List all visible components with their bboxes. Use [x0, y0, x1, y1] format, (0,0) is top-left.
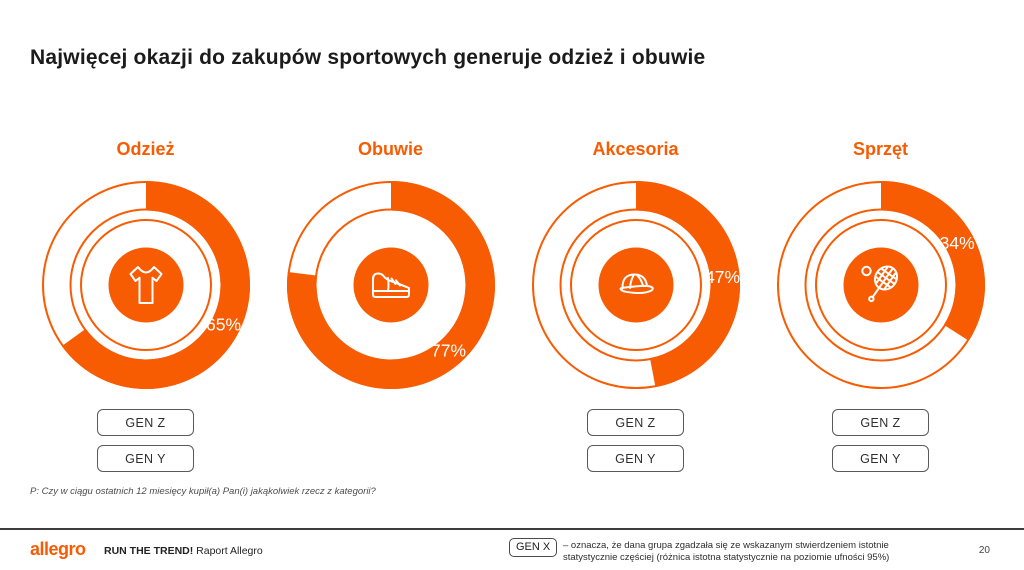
category-title-sprzet: Sprzęt — [852, 139, 908, 159]
page-number: 20 — [978, 545, 990, 556]
significance-ring-akcesoria — [569, 219, 702, 351]
donut-charts-row: Odzież 65% GEN Z GEN Y Obuwie 77% Akcesoria 47%… — [23, 138, 1003, 472]
report-name-bold: RUN THE TREND! — [104, 545, 194, 557]
badges-odziez: GEN Z GEN Y — [97, 409, 194, 472]
percent-label-odziez: 65% — [205, 315, 240, 335]
category-title-odziez: Odzież — [116, 139, 175, 159]
footer-divider — [0, 528, 1024, 530]
badge-gen-z-sprzet: GEN Z — [832, 409, 929, 436]
sneaker-icon — [371, 272, 410, 298]
badge-gen-y-sprzet: GEN Y — [832, 445, 929, 472]
legend-text-line-2: statystycznie częściej (różnica istotna … — [563, 552, 890, 564]
legend-text-line-1: – oznacza, że dana grupa zgadzała się ze… — [563, 540, 889, 551]
allegro-logo: allegro — [30, 539, 86, 559]
donut-fill-odziez — [61, 181, 250, 389]
badge-gen-y-odziez: GEN Y — [97, 445, 194, 472]
category-title-obuwie: Obuwie — [357, 139, 423, 159]
category-title-akcesoria: Akcesoria — [592, 139, 679, 159]
percent-label-akcesoria: 47% — [705, 267, 740, 287]
donut-chart-obuwie: 77% — [286, 181, 495, 389]
footnote: P: Czy w ciągu ostatnich 12 miesięcy kup… — [30, 486, 376, 497]
donut-fill-sprzet — [880, 181, 985, 341]
page-title: Najwięcej okazji do zakupów sportowych g… — [30, 46, 706, 70]
percent-label-sprzet: 34% — [939, 233, 974, 253]
badge-gen-z-akcesoria: GEN Z — [587, 409, 684, 436]
gen-x-legend-badge: GEN X — [509, 538, 558, 557]
donut-fill-akcesoria — [635, 181, 740, 388]
chart-column-akcesoria: Akcesoria 47% GEN Z GEN Y — [513, 138, 758, 472]
donut-chart-akcesoria: 47% — [531, 181, 740, 389]
chart-column-odziez: Odzież 65% GEN Z GEN Y — [23, 138, 268, 472]
donut-chart-odziez: 65% — [41, 181, 250, 389]
icon-circle-odziez — [108, 247, 183, 323]
report-name-regular: Raport Allegro — [196, 545, 263, 557]
legend-text: – oznacza, że dana grupa zgadzała się ze… — [563, 540, 889, 565]
chart-column-sprzet: Sprzęt 34% GEN Z GEN Y — [758, 138, 1003, 472]
badges-sprzet: GEN Z GEN Y — [832, 409, 929, 472]
badge-gen-z-odziez: GEN Z — [97, 409, 194, 436]
badges-akcesoria: GEN Z GEN Y — [587, 409, 684, 472]
badge-gen-y-akcesoria: GEN Y — [587, 445, 684, 472]
donut-chart-sprzet: 34% — [776, 181, 985, 389]
icon-circle-akcesoria — [598, 247, 673, 323]
cap-icon — [619, 273, 654, 295]
significance-ring-sprzet — [814, 219, 947, 351]
significance-ring-odziez — [79, 219, 212, 351]
tshirt-icon — [129, 266, 162, 304]
tennis-racket-icon — [860, 265, 898, 303]
percent-label-obuwie: 77% — [430, 340, 465, 360]
icon-circle-obuwie — [353, 247, 428, 323]
chart-column-obuwie: Obuwie 77% — [268, 138, 513, 472]
report-name: RUN THE TREND! Raport Allegro — [104, 545, 263, 557]
